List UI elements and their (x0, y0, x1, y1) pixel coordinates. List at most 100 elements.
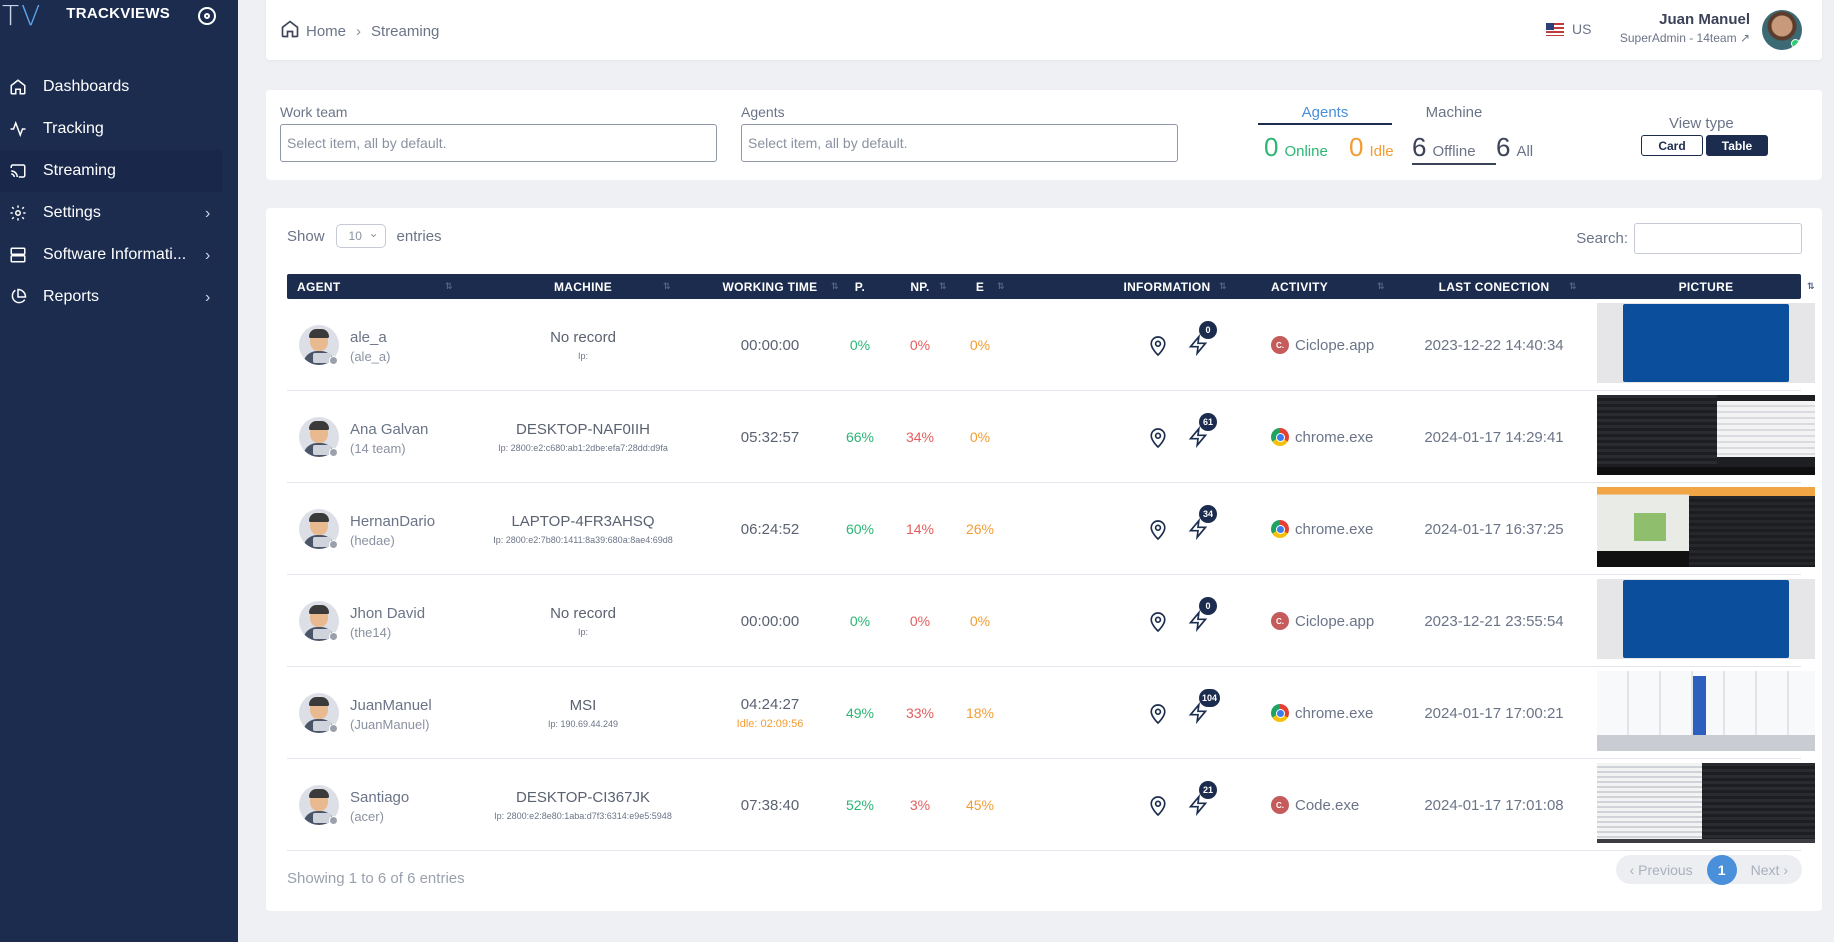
e-percent: 26% (965, 521, 995, 537)
agent-name[interactable]: Jhon David (350, 605, 426, 622)
location-pin-icon[interactable] (1149, 703, 1167, 730)
working-time-cell: 00:00:00 (699, 575, 841, 667)
location-pin-icon[interactable] (1149, 611, 1167, 638)
view-table-button[interactable]: Table (1706, 135, 1768, 156)
lightning-icon[interactable] (1188, 701, 1208, 729)
column-header-picture[interactable]: PICTURE ⇅ (1678, 279, 1815, 294)
status-dot (329, 448, 338, 457)
sidebar-item-software-information[interactable]: Software Informati... › (0, 234, 238, 276)
stat-offline[interactable]: 6 Offline (1412, 132, 1496, 165)
last-connection: 2024-01-17 17:00:21 (1424, 704, 1564, 722)
location-pin-icon[interactable] (1149, 519, 1167, 546)
search-input[interactable] (1634, 223, 1802, 254)
activity-cell: chrome.exe (1271, 667, 1373, 759)
lightning-icon[interactable] (1188, 793, 1208, 821)
chrome-icon (1271, 428, 1289, 446)
events-count-badge: 0 (1199, 597, 1217, 615)
column-header-e[interactable]: E ⇅ (975, 279, 1005, 294)
tab-machine[interactable]: Machine (1425, 104, 1483, 121)
column-header-last-connection[interactable]: LAST CONECTION ⇅ (1438, 279, 1577, 294)
agent-name[interactable]: Ana Galvan (350, 421, 429, 438)
stat-idle[interactable]: 0 Idle (1349, 132, 1394, 162)
sidebar-item-reports[interactable]: Reports › (0, 276, 238, 318)
sidebar-item-settings[interactable]: Settings › (0, 192, 238, 234)
breadcrumb-home[interactable]: Home (306, 22, 347, 40)
sidebar-item-dashboards[interactable]: Dashboards (0, 66, 238, 108)
sidebar-toggle-icon[interactable] (198, 7, 216, 25)
table-row[interactable]: JuanManuel (JuanManuel) MSI Ip: 190.69.44.2… (287, 667, 1815, 759)
machine-cell: LAPTOP-4FR3AHSQ Ip: 2800:e2:7b80:1411:8a3… (487, 483, 679, 575)
agent-name[interactable]: ale_a (350, 329, 387, 346)
lightning-icon[interactable] (1188, 333, 1208, 361)
agents-select[interactable]: Select item, all by default. (741, 124, 1178, 162)
last-connection: 2024-01-17 16:37:25 (1424, 520, 1564, 538)
screenshot-thumbnail[interactable] (1597, 763, 1815, 843)
table-row[interactable]: Santiago (acer) DESKTOP-CI367JK Ip: 2800:e2… (287, 759, 1815, 851)
avatar[interactable] (1762, 10, 1802, 50)
previous-page-button[interactable]: ‹ Previous (1629, 861, 1693, 878)
page-length-select[interactable]: 10 (335, 224, 386, 248)
events-count-badge: 104 (1199, 689, 1221, 707)
work-team-select[interactable]: Select item, all by default. (280, 124, 717, 162)
machine-cell: MSI Ip: 190.69.44.249 (487, 667, 679, 759)
column-header-p[interactable]: P. (854, 279, 866, 294)
working-time: 04:24:27 (740, 696, 800, 713)
screenshot-thumbnail[interactable] (1597, 671, 1815, 751)
screenshot-thumbnail[interactable] (1597, 579, 1815, 659)
user-menu[interactable]: Juan Manuel SuperAdmin - 14team ↗ (1620, 11, 1750, 45)
column-header-activity[interactable]: ACTIVITY ⇅ (1271, 279, 1385, 294)
screenshot-thumbnail[interactable] (1597, 395, 1815, 475)
stat-online[interactable]: 0 Online (1264, 132, 1328, 162)
events-count-badge: 34 (1199, 505, 1217, 523)
sort-icon: ⇅ (1807, 281, 1815, 291)
column-header-np[interactable]: NP. ⇅ (910, 279, 947, 294)
stat-all[interactable]: 6 All (1496, 132, 1534, 162)
page-length-control: Show 10 entries (287, 224, 442, 248)
working-time-cell: 00:00:00 (699, 299, 841, 391)
pie-chart-icon (8, 287, 28, 307)
agent-name[interactable]: Santiago (350, 789, 410, 806)
working-time: 00:00:00 (740, 336, 800, 354)
sidebar-item-streaming[interactable]: Streaming (0, 150, 222, 192)
sort-icon: ⇅ (997, 281, 1005, 291)
screenshot-thumbnail[interactable] (1597, 487, 1815, 567)
agent-name[interactable]: JuanManuel (350, 697, 432, 714)
lightning-icon[interactable] (1188, 517, 1208, 545)
home-icon[interactable] (280, 19, 300, 43)
location-pin-icon[interactable] (1149, 795, 1167, 822)
filters-card: Work team Select item, all by default. A… (266, 90, 1822, 180)
column-header-machine[interactable]: MACHINE ⇅ (553, 279, 671, 294)
screenshot-thumbnail[interactable] (1597, 303, 1815, 383)
table-row[interactable]: HernanDario (hedae) LAPTOP-4FR3AHSQ Ip: 280… (287, 483, 1815, 575)
location-pin-icon[interactable] (1149, 427, 1167, 454)
agent-name[interactable]: HernanDario (350, 513, 436, 530)
status-dot (329, 356, 338, 365)
status-dot (329, 632, 338, 641)
sidebar-item-label: Dashboards (43, 78, 130, 95)
breadcrumb: Home › Streaming (280, 19, 439, 43)
column-header-agent[interactable]: AGENT ⇅ (297, 279, 453, 294)
lightning-icon[interactable] (1188, 609, 1208, 637)
table-row[interactable]: Jhon David (the14) No record Ip: 00:00:00 0% 0… (287, 575, 1815, 667)
sidebar-item-label: Tracking (43, 120, 104, 137)
online-status-dot (1791, 39, 1800, 48)
tab-agents[interactable]: Agents (1258, 104, 1392, 125)
sidebar-item-label: Reports (43, 288, 100, 305)
cast-icon (8, 161, 28, 181)
productive-percent: 49% (845, 705, 875, 721)
language-selector[interactable]: US (1546, 21, 1591, 37)
sidebar-item-tracking[interactable]: Tracking (0, 108, 238, 150)
chevron-right-icon: › (205, 247, 211, 264)
location-pin-icon[interactable] (1149, 335, 1167, 362)
lightning-icon[interactable] (1188, 425, 1208, 453)
machine-name: DESKTOP-CI367JK (516, 789, 650, 806)
table-row[interactable]: Ana Galvan (14 team) DESKTOP-NAF0IIH Ip: 28… (287, 391, 1815, 483)
chrome-icon (1271, 704, 1289, 722)
column-header-information[interactable]: INFORMATION ⇅ (1123, 279, 1227, 294)
next-page-button[interactable]: Next › (1750, 861, 1788, 878)
view-card-button[interactable]: Card (1641, 135, 1703, 156)
column-header-working-time[interactable]: WORKING TIME ⇅ (722, 279, 839, 294)
server-icon (8, 245, 28, 265)
table-row[interactable]: ale_a (ale_a) No record Ip: 00:00:00 0% 0% 0% 0 C… (287, 299, 1815, 391)
page-button-current[interactable]: 1 (1706, 854, 1737, 885)
